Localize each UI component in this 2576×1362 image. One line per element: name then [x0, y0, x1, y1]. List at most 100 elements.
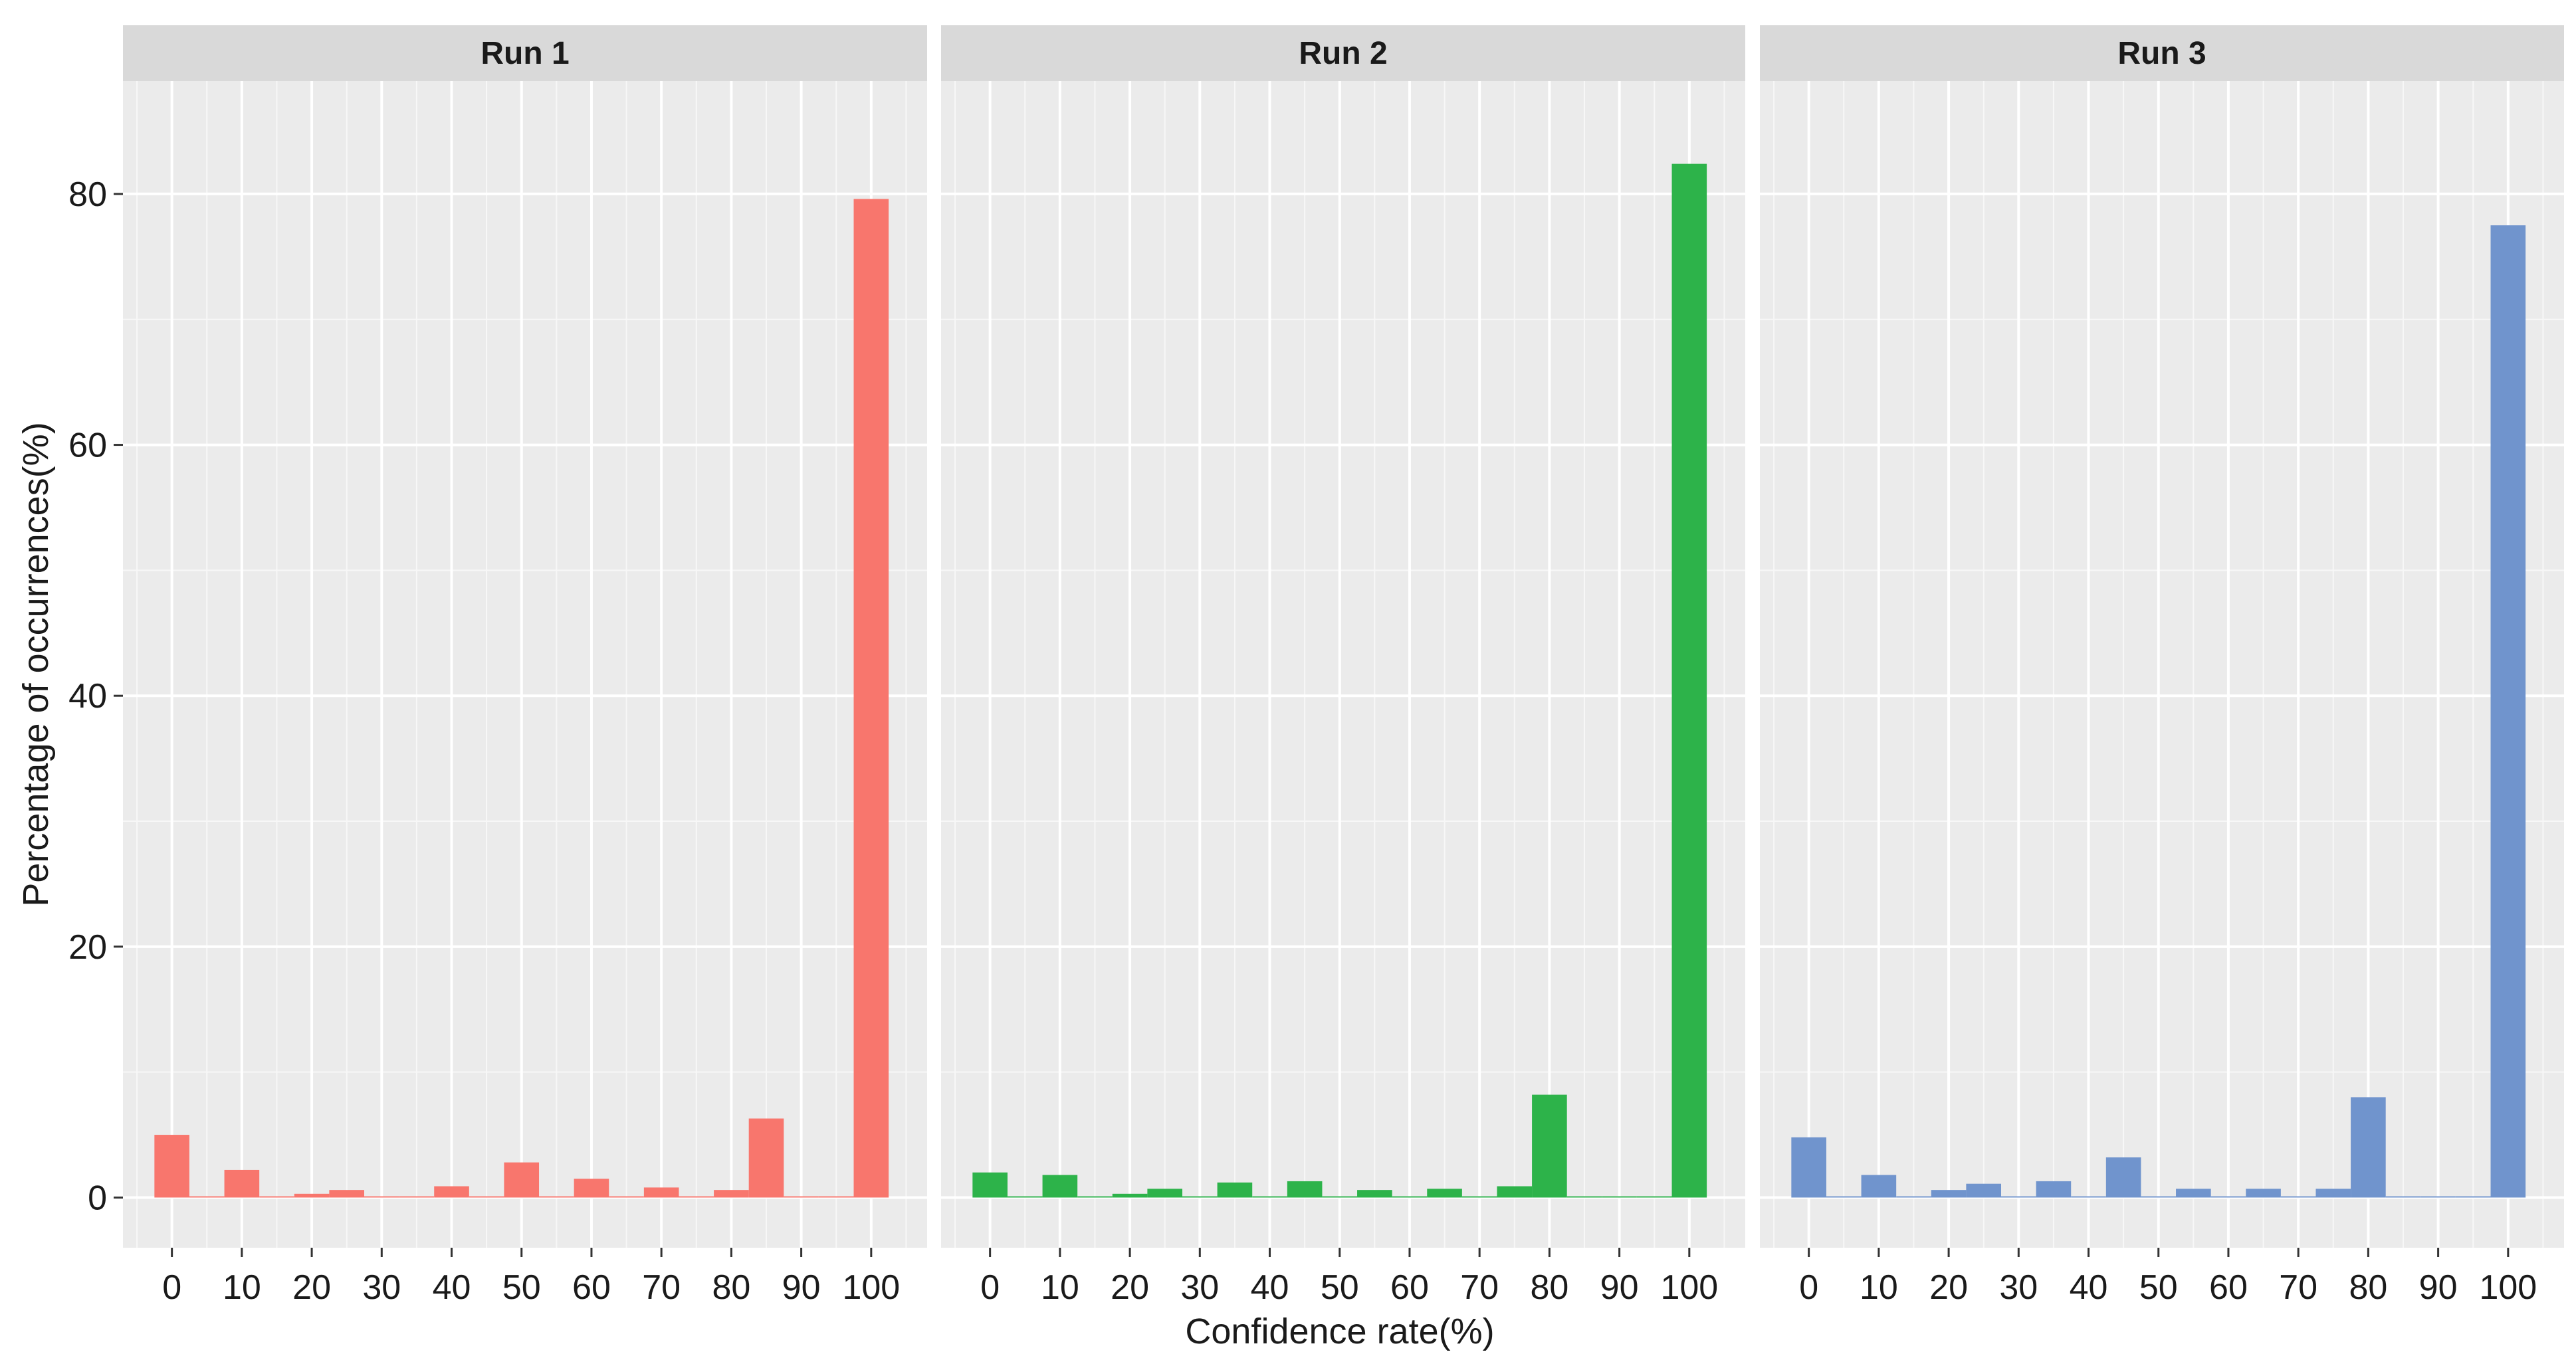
histogram-bar: [609, 1196, 644, 1198]
panel-background: [941, 81, 1745, 1248]
y-tick-label: 40: [68, 677, 107, 716]
histogram-bar: [1791, 1137, 1826, 1198]
histogram-bar: [329, 1190, 364, 1198]
histogram-bar: [2490, 225, 2526, 1198]
x-tick-label: 100: [842, 1268, 900, 1307]
histogram-bar: [469, 1196, 504, 1198]
x-tick-label: 40: [2070, 1268, 2108, 1307]
histogram-bar: [1671, 163, 1707, 1198]
histogram-bar: [259, 1196, 294, 1198]
histogram-bar: [1427, 1189, 1462, 1198]
facet-title: Run 1: [481, 36, 569, 71]
facet-strip: [123, 25, 927, 81]
x-tick-label: 60: [572, 1268, 611, 1307]
x-tick-label: 60: [1390, 1268, 1429, 1307]
facet-panel-2: Run 2 0 10 20 30 40 50 60 70 80 90 100: [941, 25, 1745, 1307]
x-tick-label: 100: [1660, 1268, 1718, 1307]
histogram-bar: [2385, 1196, 2421, 1198]
histogram-bar: [1112, 1193, 1148, 1198]
histogram-bar: [853, 199, 889, 1198]
x-tick-label: 50: [1321, 1268, 1359, 1307]
x-tick-label: 40: [433, 1268, 471, 1307]
facet-panel-1: Run 1 0 10 20 30 40 50 60 70 80 90 100 0 20 40 60 80: [68, 25, 927, 1307]
histogram-bar: [643, 1187, 679, 1198]
panel-background: [1760, 81, 2564, 1248]
x-tick-label: 20: [1111, 1268, 1149, 1307]
histogram-bar: [2280, 1196, 2316, 1198]
x-tick-label: 50: [502, 1268, 541, 1307]
histogram-bar: [364, 1196, 399, 1198]
histogram-bar: [2176, 1189, 2211, 1198]
histogram-bar: [2351, 1097, 2386, 1198]
facet-title: Run 3: [2117, 36, 2206, 71]
facet-panel-3: Run 3 0 10 20 30 40 50 60 70 80 90 100: [1760, 25, 2564, 1307]
histogram-bar: [784, 1196, 819, 1198]
histogram-bar: [1602, 1196, 1637, 1198]
histogram-bar: [1007, 1196, 1043, 1198]
histogram-bar: [294, 1193, 330, 1198]
histogram-bar: [1566, 1196, 1602, 1198]
histogram-bar: [2105, 1157, 2141, 1198]
histogram-bar: [1357, 1190, 1392, 1198]
histogram-bar: [1042, 1175, 1078, 1198]
x-tick-label: 30: [1180, 1268, 1219, 1307]
y-tick-label: 20: [68, 928, 107, 967]
x-tick-label: 80: [2349, 1268, 2387, 1307]
x-tick-label: 100: [2479, 1268, 2537, 1307]
histogram-bar: [504, 1162, 540, 1198]
histogram-bar: [189, 1196, 225, 1198]
histogram-bar: [1217, 1182, 1253, 1198]
histogram-bar: [1077, 1196, 1113, 1198]
histogram-bar: [1147, 1189, 1182, 1198]
x-tick-label: 40: [1251, 1268, 1289, 1307]
x-tick-label: 10: [1860, 1268, 1898, 1307]
histogram-bar: [679, 1196, 714, 1198]
histogram-bar: [818, 1196, 854, 1198]
histogram-bar: [574, 1179, 609, 1198]
x-tick-label: 20: [1929, 1268, 1968, 1307]
y-tick-label: 80: [68, 175, 107, 214]
x-tick-label: 10: [1041, 1268, 1079, 1307]
y-tick-label: 60: [68, 427, 107, 465]
x-tick-label: 70: [1460, 1268, 1499, 1307]
histogram-bar: [2001, 1196, 2036, 1198]
facet-title: Run 2: [1299, 36, 1387, 71]
histogram-bar: [1182, 1196, 1218, 1198]
histogram-bar: [2246, 1189, 2281, 1198]
y-axis-title: Percentage of occurrences(%): [16, 422, 56, 906]
histogram-bar: [1252, 1196, 1287, 1198]
histogram-bar: [2071, 1196, 2106, 1198]
x-tick-label: 60: [2209, 1268, 2248, 1307]
histogram-bar: [1461, 1196, 1497, 1198]
histogram-bar: [1636, 1196, 1672, 1198]
histogram-bar: [539, 1196, 574, 1198]
x-tick-label: 20: [292, 1268, 331, 1307]
histogram-bar: [1322, 1196, 1358, 1198]
x-tick-label: 0: [980, 1268, 1000, 1307]
histogram-bar: [2315, 1189, 2351, 1198]
histogram-bar: [1966, 1183, 2001, 1198]
x-tick-label: 30: [1999, 1268, 2038, 1307]
x-tick-label: 90: [2419, 1268, 2458, 1307]
histogram-bar: [2036, 1181, 2072, 1198]
histogram-bar: [714, 1190, 749, 1198]
panels-layer: Run 10 10 20 30 40 50 60 70 80 90 100020406080Run …: [68, 25, 2564, 1307]
histogram-bar: [1826, 1196, 1862, 1198]
x-axis-title: Confidence rate(%): [1185, 1312, 1494, 1351]
histogram-bar: [1532, 1094, 1567, 1198]
panel-background: [123, 81, 927, 1248]
x-tick-label: 90: [782, 1268, 821, 1307]
histogram-bar: [2141, 1196, 2177, 1198]
x-tick-label: 70: [2279, 1268, 2317, 1307]
histogram-bar: [224, 1169, 260, 1198]
histogram-bar: [748, 1118, 784, 1198]
histogram-bar: [1392, 1196, 1428, 1198]
histogram-bar: [1861, 1175, 1897, 1198]
histogram-bar: [1287, 1181, 1323, 1198]
x-tick-label: 0: [1799, 1268, 1818, 1307]
y-tick-label: 0: [88, 1179, 107, 1217]
histogram-bar: [1497, 1186, 1533, 1198]
x-tick-label: 0: [162, 1268, 181, 1307]
x-tick-label: 80: [1530, 1268, 1568, 1307]
